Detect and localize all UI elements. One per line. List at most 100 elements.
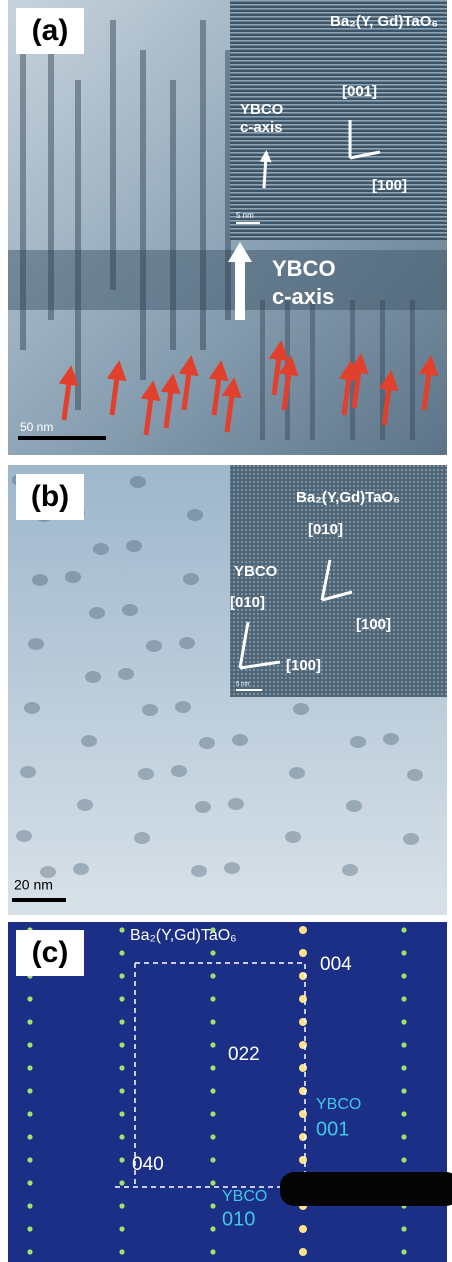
precipitate [77, 799, 93, 811]
spot [299, 1087, 307, 1095]
direction-label: [100] [372, 177, 407, 194]
stripe [310, 300, 315, 440]
precipitate [65, 571, 81, 583]
scale-bar-label: 5 nm [236, 682, 249, 688]
precipitate [126, 540, 142, 552]
spot [119, 973, 124, 978]
spot [299, 1110, 307, 1118]
spot [210, 1180, 215, 1185]
spot [210, 1088, 215, 1093]
spot [119, 996, 124, 1001]
direction-label: [010] [308, 521, 343, 538]
spot [299, 1064, 307, 1072]
stripe [410, 300, 415, 440]
spot [401, 1019, 406, 1024]
precipitate [285, 831, 301, 843]
precipitate [191, 865, 207, 877]
precipitate [142, 704, 158, 716]
precipitate [122, 604, 138, 616]
panel-label: (c) [32, 936, 69, 969]
spot [119, 1226, 124, 1231]
spot [401, 973, 406, 978]
precipitate [289, 767, 305, 779]
spot [299, 1041, 307, 1049]
precipitate [350, 736, 366, 748]
spot [299, 926, 307, 934]
spot [401, 1111, 406, 1116]
spot [27, 1111, 32, 1116]
spot [401, 1042, 406, 1047]
spot [119, 1019, 124, 1024]
precipitate [342, 864, 358, 876]
scale-bar-label: 5 nm [236, 211, 254, 220]
spot [210, 1157, 215, 1162]
precipitate [134, 832, 150, 844]
spot [401, 1134, 406, 1139]
inset-compound: Ba₂(Y,Gd)TaO₆ [296, 489, 400, 506]
precipitate [403, 833, 419, 845]
precipitate [85, 671, 101, 683]
panel-label: (a) [32, 14, 69, 47]
spot-label: 004 [320, 954, 352, 975]
spot [27, 1226, 32, 1231]
spot [27, 1203, 32, 1208]
spot-label: 040 [132, 1154, 164, 1175]
spot [27, 996, 32, 1001]
axis-label: c-axis [272, 284, 334, 309]
precipitate [93, 543, 109, 555]
stripe [20, 20, 26, 350]
spot [401, 1157, 406, 1162]
direction-label: [100] [356, 616, 391, 633]
ybco-label: YBCO [222, 1188, 267, 1205]
compound-label: Ba₂(Y,Gd)TaO₆ [130, 927, 237, 944]
precipitate [118, 668, 134, 680]
spot [401, 1088, 406, 1093]
arrow [264, 156, 266, 188]
spot [401, 1065, 406, 1070]
precipitate [32, 574, 48, 586]
precipitate [16, 830, 32, 842]
ybco-label: 010 [222, 1208, 255, 1230]
precipitate [224, 862, 240, 874]
precipitate [24, 702, 40, 714]
spot [299, 1156, 307, 1164]
precipitate [130, 476, 146, 488]
spot [119, 927, 124, 932]
spot [27, 1088, 32, 1093]
precipitate [179, 637, 195, 649]
spot [401, 996, 406, 1001]
spot [27, 1019, 32, 1024]
scale-bar-label: 50 nm [20, 420, 53, 434]
spot [401, 1249, 406, 1254]
stripe [260, 300, 265, 440]
precipitate [293, 703, 309, 715]
precipitate [171, 765, 187, 777]
stripe [140, 50, 146, 380]
panel-c: (c) Ba₂(Y,Gd)TaO₆ 004 022 040 YBCO 001 Y… [8, 922, 452, 1262]
scale-bar-label: 20 nm [14, 877, 53, 893]
spot [401, 927, 406, 932]
stripe [75, 80, 81, 410]
spot [119, 1042, 124, 1047]
spot [299, 995, 307, 1003]
panel-label: (b) [31, 480, 69, 513]
precipitate [183, 573, 199, 585]
spot [210, 1134, 215, 1139]
spot [119, 1249, 124, 1254]
spot [119, 1088, 124, 1093]
spot [119, 1203, 124, 1208]
spot [210, 1019, 215, 1024]
spot [119, 1111, 124, 1116]
precipitate [228, 798, 244, 810]
spot-label: 022 [228, 1044, 260, 1065]
precipitate [20, 766, 36, 778]
stripe [350, 300, 355, 440]
spot [299, 972, 307, 980]
direction-label: [010] [230, 594, 265, 611]
precipitate [81, 735, 97, 747]
stripe [170, 80, 176, 350]
inset-compound: Ba₂(Y, Gd)TaO₆ [330, 13, 438, 30]
precipitate [407, 769, 423, 781]
precipitate [232, 734, 248, 746]
ybco-label: 001 [316, 1118, 349, 1140]
